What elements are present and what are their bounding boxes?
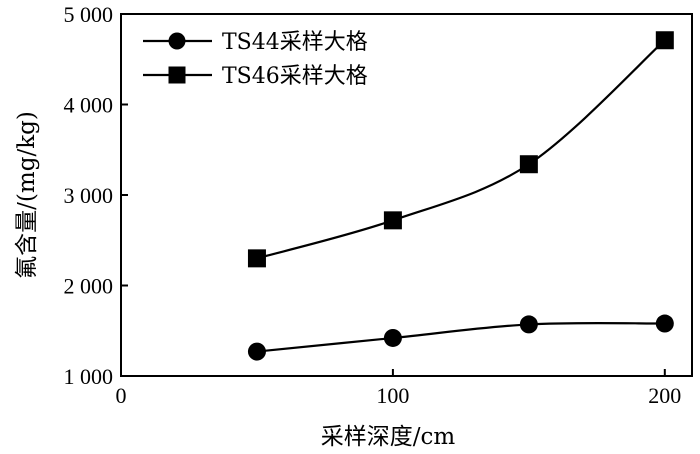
y-tick-label: 2 000 (64, 274, 114, 299)
legend-marker (168, 32, 186, 50)
series-line-2 (256, 39, 666, 260)
y-axis-label: 氟含量/(mg/kg) (14, 111, 40, 279)
series-group (247, 31, 674, 361)
y-tick-label: 3 000 (64, 183, 114, 208)
legend: TS44采样大格 TS46采样大格 (143, 30, 368, 89)
data-point (655, 31, 674, 50)
data-point (383, 328, 402, 347)
y-tick-label: 1 000 (64, 364, 114, 389)
legend-marker (168, 66, 186, 84)
data-point (655, 314, 674, 333)
y-tick-label: 4 000 (64, 93, 114, 118)
x-tick-label: 0 (116, 383, 127, 408)
series-line-1 (256, 321, 665, 353)
x-tick-label: 200 (648, 383, 681, 408)
data-point (383, 211, 402, 230)
data-point (519, 315, 538, 334)
legend-label: TS44采样大格 (222, 30, 368, 55)
data-point (247, 249, 266, 268)
y-tick-label: 5 000 (64, 2, 114, 27)
data-point (519, 155, 538, 174)
x-axis-label: 采样深度/cm (321, 424, 456, 450)
legend-label: TS46采样大格 (222, 64, 368, 89)
plot-frame (120, 13, 693, 377)
tick-group: 0 100 200 1 000 2 000 3 000 4 000 5 000 (64, 2, 682, 408)
x-tick-label: 100 (376, 383, 409, 408)
data-point (247, 342, 266, 361)
